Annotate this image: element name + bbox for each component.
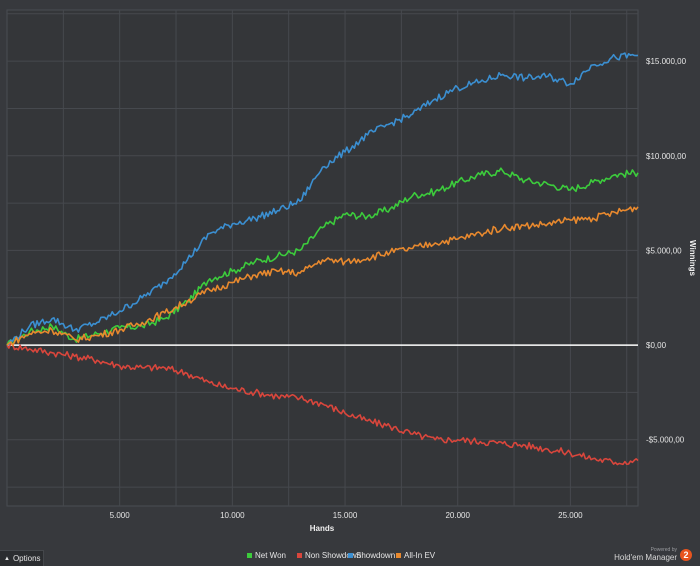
hm2-logo-icon: 2 — [680, 549, 692, 561]
options-button[interactable]: ▲ Options — [0, 550, 44, 566]
plot-area — [6, 9, 639, 507]
x-tick-label: 25.000 — [558, 511, 583, 520]
series-line-non-showdown — [6, 342, 639, 466]
legend-swatch — [396, 553, 401, 558]
legend-item-label[interactable]: Non Showdown — [305, 551, 361, 560]
x-tick-label: 20.000 — [445, 511, 470, 520]
caret-up-icon: ▲ — [4, 555, 10, 562]
legend-swatch — [247, 553, 252, 558]
y-tick-label: $15.000,00 — [646, 57, 687, 66]
x-axis-title: Hands — [310, 524, 335, 533]
y-tick-label: $5.000,00 — [646, 246, 682, 255]
powered-by-text: Powered by — [650, 547, 677, 553]
legend-item-label[interactable]: Net Won — [255, 551, 286, 560]
series-lines — [6, 52, 639, 466]
x-axis-ticks: 5.000 10.000 15.000 20.000 25.000 — [110, 511, 584, 520]
series-line-all-in-ev — [6, 206, 639, 347]
series-line-showdown — [6, 52, 639, 346]
brand: Powered by Hold'em Manager 2 — [614, 548, 692, 562]
y-tick-label: $0,00 — [646, 341, 667, 350]
options-label: Options — [12, 554, 41, 563]
legend-item-label[interactable]: Showdown — [356, 551, 395, 560]
grid-lines — [7, 10, 638, 506]
brand-name: Hold'em Manager — [614, 553, 677, 562]
x-tick-label: 15.000 — [333, 511, 358, 520]
series-line-net-won — [6, 167, 639, 346]
legend-swatch — [297, 553, 302, 558]
legend-swatch — [348, 553, 353, 558]
y-tick-label: -$5.000,00 — [646, 436, 685, 445]
y-axis-title: Winnings — [688, 240, 697, 276]
y-axis-ticks: -$5.000,00 $0,00 $5.000,00 $10.000,00 $15.00… — [646, 57, 687, 445]
y-tick-label: $10.000,00 — [646, 152, 687, 161]
x-tick-label: 5.000 — [110, 511, 131, 520]
x-tick-label: 10.000 — [220, 511, 245, 520]
legend-item-label[interactable]: All-In EV — [404, 551, 436, 560]
